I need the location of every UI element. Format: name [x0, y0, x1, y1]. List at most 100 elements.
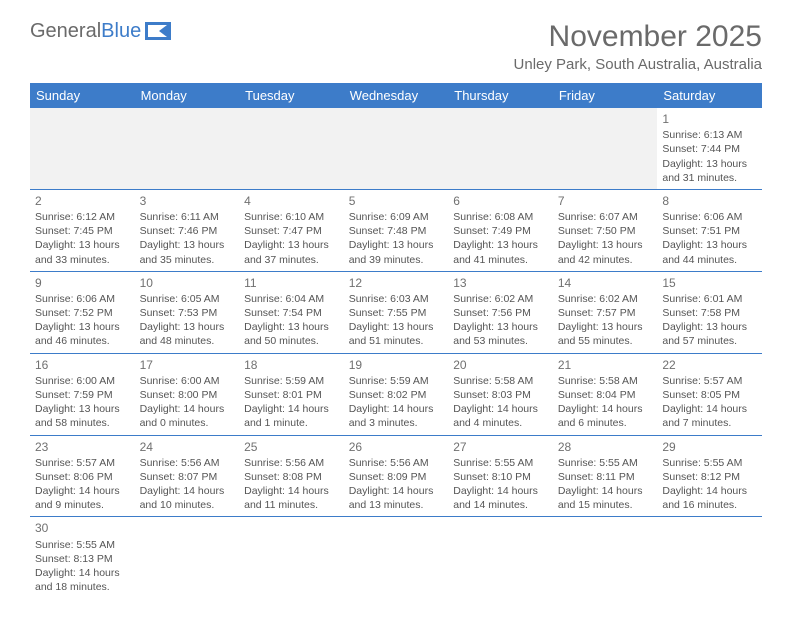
weekday-header: Monday [135, 83, 240, 108]
calendar-head: SundayMondayTuesdayWednesdayThursdayFrid… [30, 83, 762, 108]
sunset-text: Sunset: 7:54 PM [244, 306, 339, 320]
calendar-cell: 15Sunrise: 6:01 AMSunset: 7:58 PMDayligh… [657, 271, 762, 353]
weekday-row: SundayMondayTuesdayWednesdayThursdayFrid… [30, 83, 762, 108]
daylight-text: Daylight: 14 hours and 13 minutes. [349, 484, 444, 512]
day-number: 25 [244, 439, 339, 455]
sunrise-text: Sunrise: 5:55 AM [453, 456, 548, 470]
day-number: 4 [244, 193, 339, 209]
calendar-cell [657, 517, 762, 598]
daylight-text: Daylight: 14 hours and 10 minutes. [140, 484, 235, 512]
sunrise-text: Sunrise: 5:59 AM [349, 374, 444, 388]
sunrise-text: Sunrise: 5:55 AM [558, 456, 653, 470]
calendar-cell: 18Sunrise: 5:59 AMSunset: 8:01 PMDayligh… [239, 353, 344, 435]
day-number: 24 [140, 439, 235, 455]
sunrise-text: Sunrise: 6:03 AM [349, 292, 444, 306]
sunset-text: Sunset: 7:59 PM [35, 388, 130, 402]
calendar-cell: 30Sunrise: 5:55 AMSunset: 8:13 PMDayligh… [30, 517, 135, 598]
sunset-text: Sunset: 7:58 PM [662, 306, 757, 320]
sunrise-text: Sunrise: 5:57 AM [662, 374, 757, 388]
calendar-cell: 28Sunrise: 5:55 AMSunset: 8:11 PMDayligh… [553, 435, 658, 517]
sunset-text: Sunset: 8:08 PM [244, 470, 339, 484]
calendar-cell [448, 517, 553, 598]
daylight-text: Daylight: 13 hours and 31 minutes. [662, 157, 757, 185]
calendar-cell: 12Sunrise: 6:03 AMSunset: 7:55 PMDayligh… [344, 271, 449, 353]
day-number: 13 [453, 275, 548, 291]
day-number: 15 [662, 275, 757, 291]
day-number: 22 [662, 357, 757, 373]
sunset-text: Sunset: 8:00 PM [140, 388, 235, 402]
logo-word1: General [30, 20, 101, 43]
calendar-cell [239, 517, 344, 598]
daylight-text: Daylight: 14 hours and 6 minutes. [558, 402, 653, 430]
calendar-cell [344, 108, 449, 189]
calendar-cell: 23Sunrise: 5:57 AMSunset: 8:06 PMDayligh… [30, 435, 135, 517]
day-number: 28 [558, 439, 653, 455]
day-number: 12 [349, 275, 444, 291]
calendar-cell: 2Sunrise: 6:12 AMSunset: 7:45 PMDaylight… [30, 189, 135, 271]
calendar-cell: 26Sunrise: 5:56 AMSunset: 8:09 PMDayligh… [344, 435, 449, 517]
calendar-cell: 25Sunrise: 5:56 AMSunset: 8:08 PMDayligh… [239, 435, 344, 517]
calendar-cell [135, 108, 240, 189]
sunset-text: Sunset: 7:50 PM [558, 224, 653, 238]
daylight-text: Daylight: 13 hours and 58 minutes. [35, 402, 130, 430]
calendar-cell: 16Sunrise: 6:00 AMSunset: 7:59 PMDayligh… [30, 353, 135, 435]
daylight-text: Daylight: 13 hours and 48 minutes. [140, 320, 235, 348]
sunset-text: Sunset: 7:47 PM [244, 224, 339, 238]
sunset-text: Sunset: 7:51 PM [662, 224, 757, 238]
sunset-text: Sunset: 8:03 PM [453, 388, 548, 402]
sunset-text: Sunset: 8:01 PM [244, 388, 339, 402]
daylight-text: Daylight: 13 hours and 33 minutes. [35, 238, 130, 266]
sunrise-text: Sunrise: 6:06 AM [35, 292, 130, 306]
sunset-text: Sunset: 8:06 PM [35, 470, 130, 484]
sunset-text: Sunset: 7:45 PM [35, 224, 130, 238]
sunrise-text: Sunrise: 6:12 AM [35, 210, 130, 224]
calendar-cell: 24Sunrise: 5:56 AMSunset: 8:07 PMDayligh… [135, 435, 240, 517]
day-number: 18 [244, 357, 339, 373]
sunrise-text: Sunrise: 6:11 AM [140, 210, 235, 224]
sunrise-text: Sunrise: 6:02 AM [558, 292, 653, 306]
sunrise-text: Sunrise: 6:04 AM [244, 292, 339, 306]
daylight-text: Daylight: 13 hours and 51 minutes. [349, 320, 444, 348]
calendar-cell [239, 108, 344, 189]
header: GeneralBlue November 2025 Unley Park, So… [30, 20, 762, 73]
sunrise-text: Sunrise: 5:55 AM [662, 456, 757, 470]
sunset-text: Sunset: 8:11 PM [558, 470, 653, 484]
calendar-body: 1Sunrise: 6:13 AMSunset: 7:44 PMDaylight… [30, 108, 762, 598]
calendar-cell: 1Sunrise: 6:13 AMSunset: 7:44 PMDaylight… [657, 108, 762, 189]
day-number: 7 [558, 193, 653, 209]
daylight-text: Daylight: 14 hours and 0 minutes. [140, 402, 235, 430]
calendar-cell: 22Sunrise: 5:57 AMSunset: 8:05 PMDayligh… [657, 353, 762, 435]
day-number: 26 [349, 439, 444, 455]
calendar-cell: 20Sunrise: 5:58 AMSunset: 8:03 PMDayligh… [448, 353, 553, 435]
calendar-table: SundayMondayTuesdayWednesdayThursdayFrid… [30, 83, 762, 598]
calendar-row: 16Sunrise: 6:00 AMSunset: 7:59 PMDayligh… [30, 353, 762, 435]
weekday-header: Wednesday [344, 83, 449, 108]
sunset-text: Sunset: 8:07 PM [140, 470, 235, 484]
day-number: 20 [453, 357, 548, 373]
flag-icon [145, 22, 171, 40]
sunrise-text: Sunrise: 6:02 AM [453, 292, 548, 306]
weekday-header: Saturday [657, 83, 762, 108]
calendar-cell: 13Sunrise: 6:02 AMSunset: 7:56 PMDayligh… [448, 271, 553, 353]
day-number: 17 [140, 357, 235, 373]
daylight-text: Daylight: 14 hours and 3 minutes. [349, 402, 444, 430]
daylight-text: Daylight: 14 hours and 14 minutes. [453, 484, 548, 512]
calendar-row: 9Sunrise: 6:06 AMSunset: 7:52 PMDaylight… [30, 271, 762, 353]
day-number: 2 [35, 193, 130, 209]
sunrise-text: Sunrise: 6:13 AM [662, 128, 757, 142]
day-number: 5 [349, 193, 444, 209]
daylight-text: Daylight: 14 hours and 18 minutes. [35, 566, 130, 594]
day-number: 30 [35, 520, 130, 536]
page: GeneralBlue November 2025 Unley Park, So… [0, 0, 792, 618]
sunrise-text: Sunrise: 5:57 AM [35, 456, 130, 470]
calendar-cell: 7Sunrise: 6:07 AMSunset: 7:50 PMDaylight… [553, 189, 658, 271]
day-number: 1 [662, 111, 757, 127]
calendar-cell: 4Sunrise: 6:10 AMSunset: 7:47 PMDaylight… [239, 189, 344, 271]
daylight-text: Daylight: 13 hours and 44 minutes. [662, 238, 757, 266]
location: Unley Park, South Australia, Australia [514, 56, 762, 73]
day-number: 8 [662, 193, 757, 209]
daylight-text: Daylight: 13 hours and 37 minutes. [244, 238, 339, 266]
calendar-cell [30, 108, 135, 189]
title-block: November 2025 Unley Park, South Australi… [514, 20, 762, 73]
day-number: 14 [558, 275, 653, 291]
